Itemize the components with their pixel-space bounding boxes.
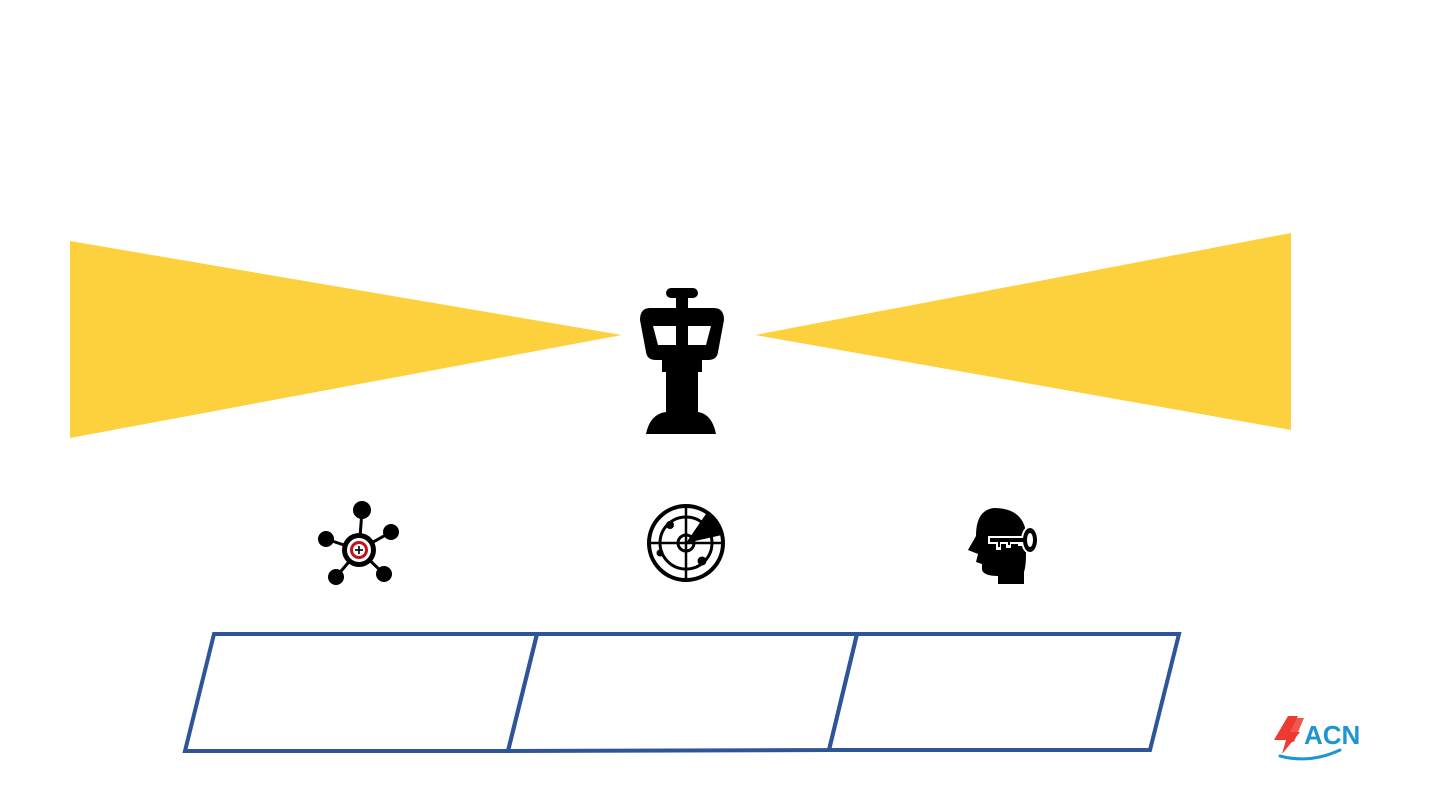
acn-logo: ACN (1270, 712, 1382, 764)
logo-text: ACN (1304, 720, 1360, 750)
control-tower-icon (640, 288, 724, 434)
radar-icon (647, 504, 725, 582)
right-beam (755, 233, 1291, 430)
network-target-icon (318, 501, 399, 585)
panel-3 (826, 632, 1182, 752)
logo-mark: ACN (1274, 716, 1360, 761)
left-beam (70, 241, 622, 438)
head-key-icon (968, 508, 1039, 584)
panel-1 (182, 632, 540, 753)
panel-2 (505, 632, 860, 754)
